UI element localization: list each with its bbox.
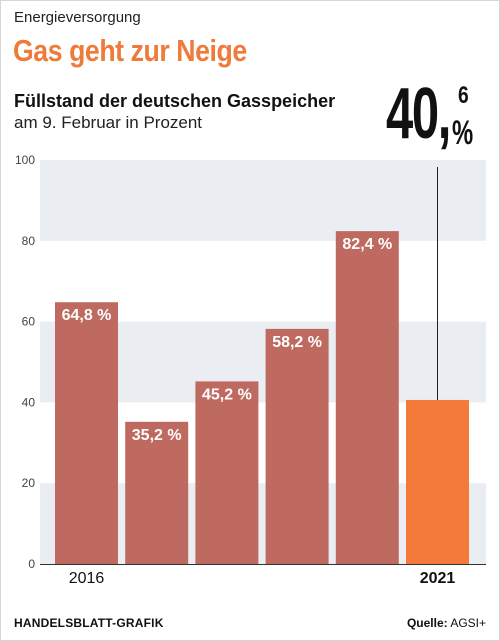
- bar: [265, 328, 329, 564]
- bar-value-label: 82,4 %: [342, 236, 392, 253]
- bar-value-label: 45,2 %: [202, 386, 252, 403]
- bar: [125, 421, 189, 564]
- y-tick-label: 20: [22, 476, 36, 490]
- bar: [195, 381, 259, 564]
- callout-unit: %: [452, 114, 474, 152]
- kicker: Energieversorgung: [14, 9, 141, 26]
- highlight-callout: 40, 6 %: [386, 78, 486, 168]
- x-tick-label: 2021: [420, 570, 456, 587]
- bars: [55, 231, 469, 564]
- bar-value-label: 35,2 %: [132, 427, 182, 444]
- bar-highlight: [406, 399, 469, 564]
- chart-title: Füllstand der deutschen Gasspeicher: [14, 91, 336, 111]
- footer-source: Quelle: AGSI+: [407, 616, 486, 630]
- y-axis: 0 20 40 60 80 100: [15, 153, 35, 571]
- callout-integer: 40,: [386, 74, 451, 154]
- bar: [335, 231, 399, 564]
- x-axis: 2016 2021: [40, 564, 486, 587]
- y-tick-label: 60: [22, 315, 36, 329]
- callout-decimal: 6: [458, 82, 469, 109]
- y-tick-label: 0: [28, 557, 35, 571]
- headline: Gas geht zur Neige: [13, 33, 247, 68]
- y-tick-label: 40: [22, 395, 36, 409]
- source-label: Quelle:: [406, 616, 448, 630]
- footer-credit: HANDELSBLATT-GRAFIK: [14, 616, 164, 630]
- x-tick-label: 2016: [69, 570, 105, 587]
- data-labels: 64,8 % 35,2 % 45,2 % 58,2 % 82,4 %: [62, 236, 393, 444]
- y-tick-label: 100: [15, 153, 35, 167]
- bar-value-label: 64,8 %: [62, 307, 112, 324]
- chart-subtitle: am 9. Februar in Prozent: [14, 113, 203, 132]
- source-value: AGSI+: [450, 616, 486, 630]
- grid-band: [40, 160, 486, 241]
- bar-value-label: 58,2 %: [272, 334, 322, 351]
- bar: [55, 302, 118, 564]
- y-tick-label: 80: [22, 234, 36, 248]
